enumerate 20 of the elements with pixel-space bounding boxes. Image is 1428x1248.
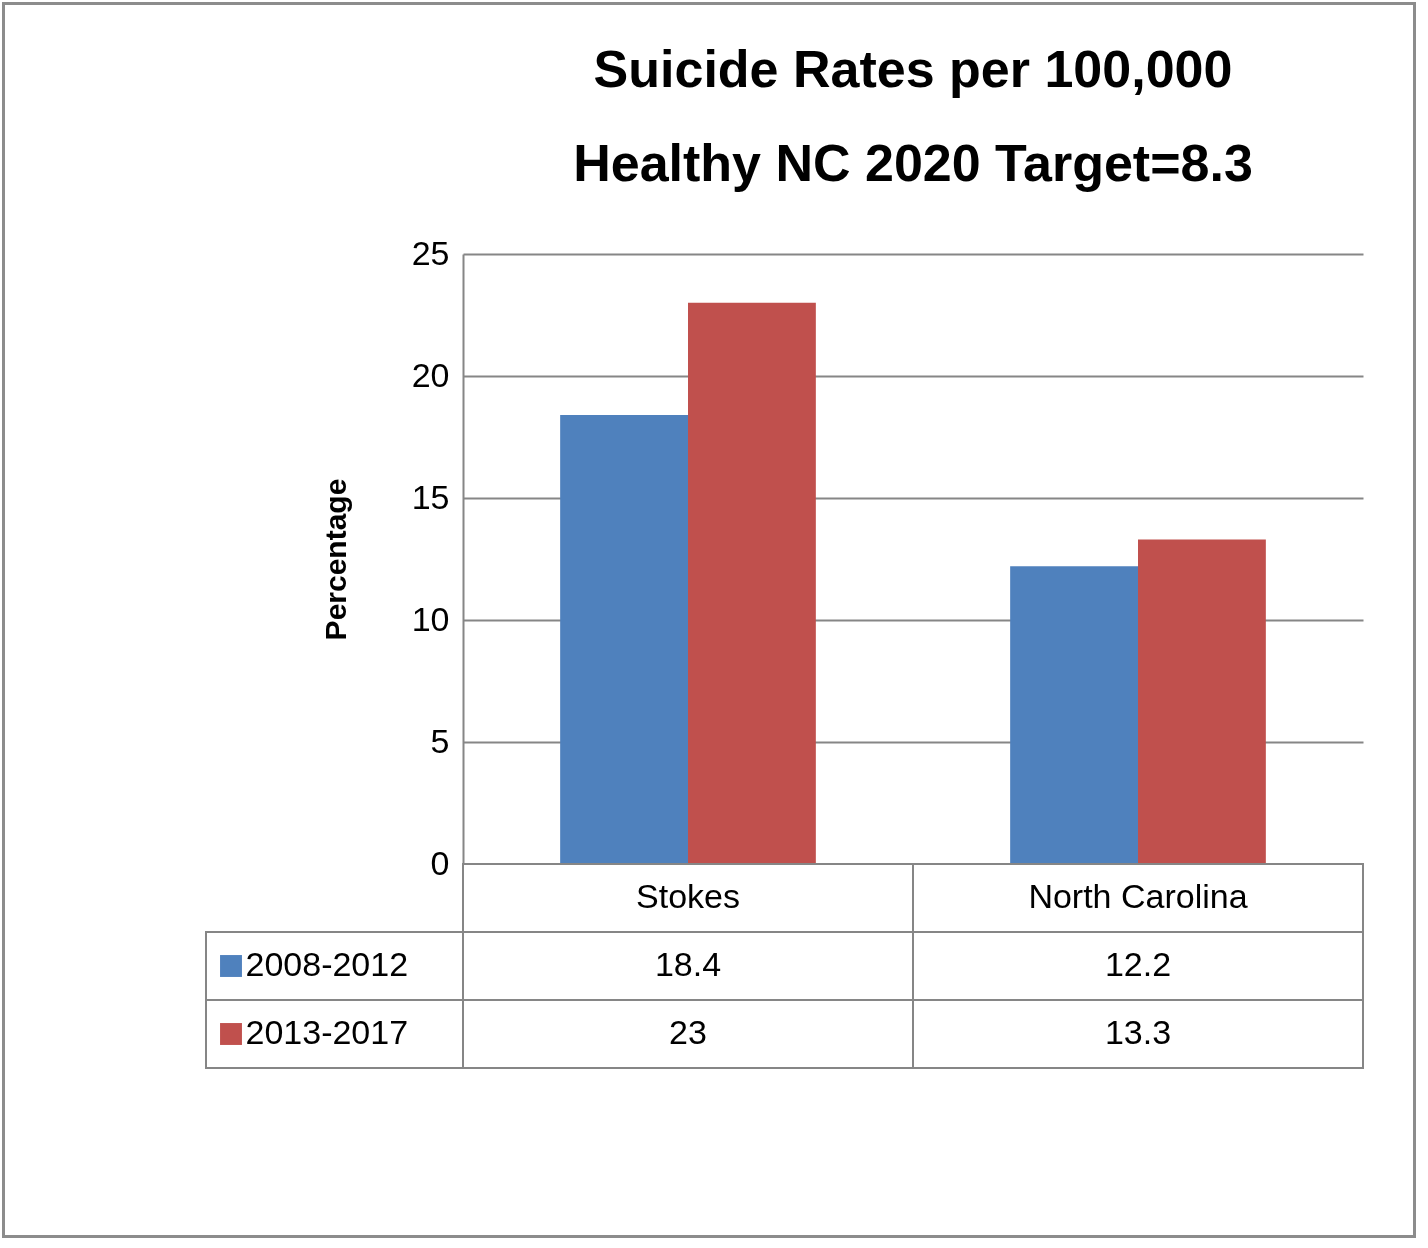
chart-title: Suicide Rates per 100,000 Healthy NC 2020 Target=8.3 [573, 40, 1253, 192]
y-tick-label: 0 [430, 843, 450, 882]
y-axis-title: Percentage [318, 478, 352, 641]
y-tick-label: 10 [411, 599, 450, 638]
x-tick-label: Stokes [636, 877, 740, 915]
data-label: 23 [669, 1013, 707, 1051]
bar [1138, 539, 1266, 864]
y-tick-label: 15 [411, 477, 450, 516]
legend-label: 2013-2017 [245, 1013, 409, 1051]
data-label: 12.2 [1104, 945, 1172, 983]
y-tick-label: 25 [411, 233, 450, 272]
data-label: 13.3 [1104, 1013, 1172, 1051]
y-tick-label: 5 [430, 721, 450, 760]
legend-label: 2008-2012 [245, 945, 409, 983]
data-label: 18.4 [654, 945, 722, 983]
bar [560, 415, 688, 864]
bar [688, 302, 816, 864]
x-tick-label: North Carolina [1028, 877, 1248, 915]
y-tick-label: 20 [411, 355, 450, 394]
bar [1010, 566, 1138, 864]
